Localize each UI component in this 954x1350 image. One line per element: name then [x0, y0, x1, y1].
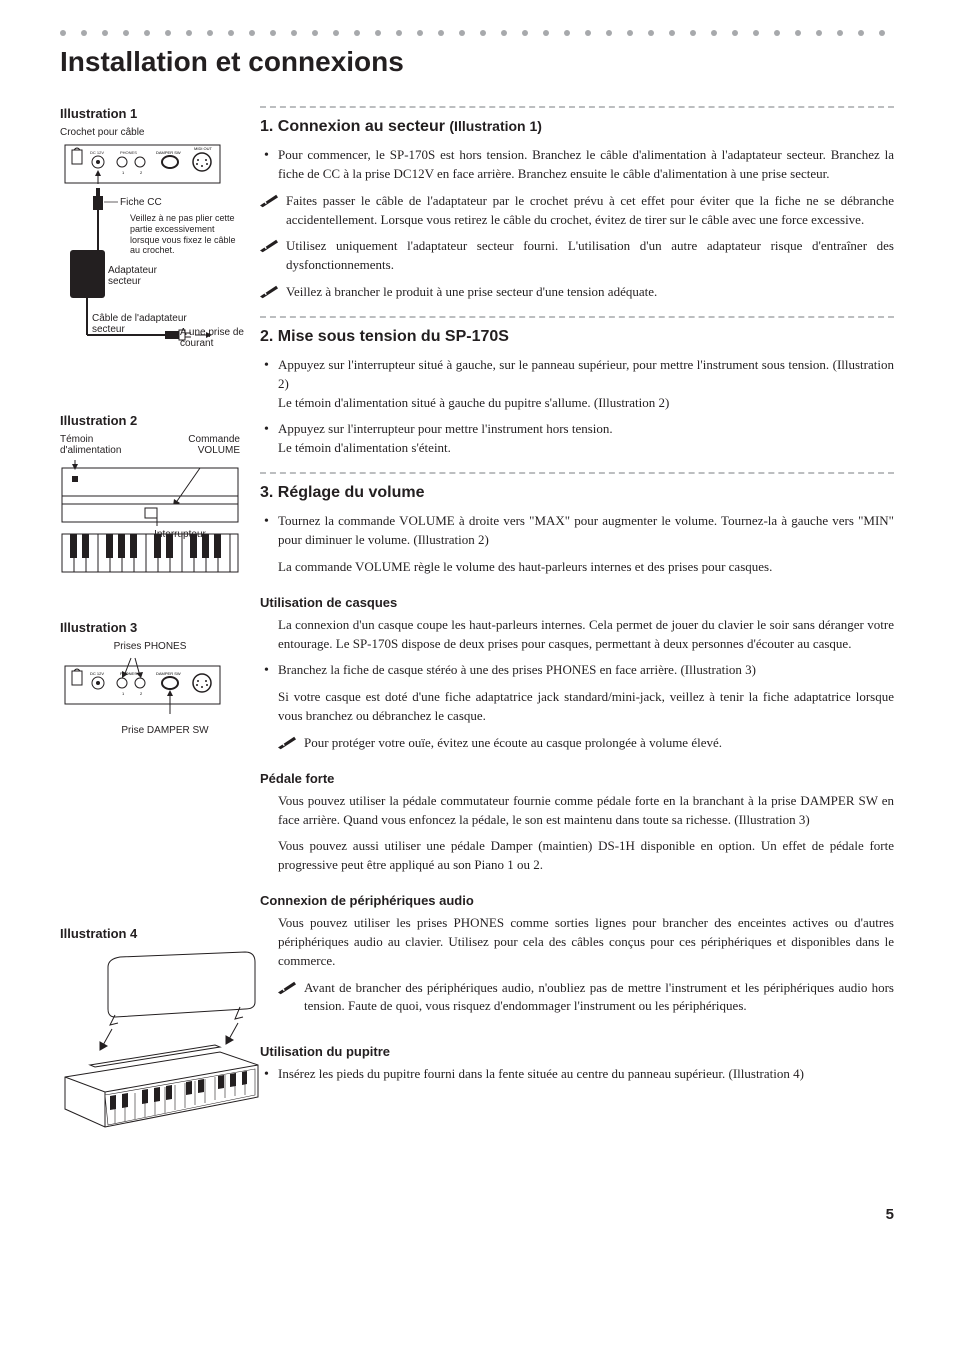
sub-headphones-p2: Si votre casque est doté d'une fiche ada…	[260, 688, 894, 726]
warning-icon	[260, 285, 278, 299]
warning-icon	[278, 736, 296, 750]
sub-audio-note-text: Avant de brancher des périphériques audi…	[304, 979, 894, 1017]
illustration-3-svg: DC 12V PHONES 12 DAMPER SW	[60, 652, 240, 722]
label-cable-hook: Crochet pour câble	[60, 127, 240, 138]
label-outlet: A une prise de courant	[180, 327, 250, 349]
section-2-heading: 2. Mise sous tension du SP-170S	[260, 328, 894, 346]
s1-note-3-text: Veillez à brancher le produit à une pris…	[286, 283, 894, 302]
label-phones-jacks: Prises PHONES	[60, 641, 240, 652]
illustration-2-svg: ♩ ♪	[60, 456, 240, 576]
illustration-2: Illustration 2 Témoin d'alimentation Com…	[60, 413, 240, 584]
illustration-3: Illustration 3 Prises PHONES DC 12V PHON…	[60, 620, 240, 736]
s2-bullet-2-text: Appuyez sur l'interrupteur pour mettre l…	[278, 421, 613, 436]
svg-text:PHONES: PHONES	[120, 150, 137, 155]
s2-bullet-2-cont: Le témoin d'alimentation s'éteint.	[278, 439, 894, 458]
sub-headphones-title: Utilisation de casques	[260, 595, 894, 610]
sub-damper-p1: Vous pouvez utiliser la pédale commutate…	[260, 792, 894, 830]
page-title: Installation et connexions	[60, 46, 894, 78]
sub-headphones-note: Pour protéger votre ouïe, évitez une éco…	[260, 734, 894, 753]
label-caution-bend: Veillez à ne pas plier cette partie exce…	[130, 213, 240, 256]
illustration-1: Illustration 1 Crochet pour câble DC 12V…	[60, 106, 240, 353]
svg-text:DC 12V: DC 12V	[90, 150, 104, 155]
label-volume-knob: Commande VOLUME	[170, 434, 240, 456]
sub-audio-title: Connexion de périphériques audio	[260, 893, 894, 908]
illustration-1-title: Illustration 1	[60, 106, 240, 121]
section-1-heading-text: 1. Connexion au secteur	[260, 118, 449, 135]
label-ac-adapter: Adaptateur secteur	[108, 265, 178, 287]
sub-headphones-note-text: Pour protéger votre ouïe, évitez une éco…	[304, 734, 894, 753]
svg-text:DAMPER SW: DAMPER SW	[156, 150, 181, 155]
s3-bullet-1: Tournez la commande VOLUME à droite vers…	[278, 512, 894, 550]
label-damper-jack: Prise DAMPER SW	[90, 725, 240, 736]
section-1-heading-sub: (Illustration 1)	[449, 118, 542, 134]
content-column: 1. Connexion au secteur (Illustration 1)…	[260, 106, 894, 1176]
svg-text:MIDI OUT: MIDI OUT	[194, 146, 213, 151]
sub-headphones-p1: La connexion d'un casque coupe les haut-…	[260, 616, 894, 654]
illustration-3-title: Illustration 3	[60, 620, 240, 635]
dashed-rule	[260, 106, 894, 108]
illustrations-column: Illustration 1 Crochet pour câble DC 12V…	[60, 106, 240, 1176]
s1-note-3: Veillez à brancher le produit à une pris…	[260, 283, 894, 302]
s2-bullet-1-text: Appuyez sur l'interrupteur situé à gauch…	[278, 357, 894, 391]
illustration-4-svg	[60, 947, 260, 1137]
illustration-4-title: Illustration 4	[60, 926, 240, 941]
s1-note-2: Utilisez uniquement l'adaptateur secteur…	[260, 237, 894, 275]
s1-note-2-text: Utilisez uniquement l'adaptateur secteur…	[286, 237, 894, 275]
sub-damper-p2: Vous pouvez aussi utiliser une pédale Da…	[260, 837, 894, 875]
warning-icon	[278, 981, 296, 995]
sub-stand-title: Utilisation du pupitre	[260, 1044, 894, 1059]
page-number: 5	[60, 1206, 894, 1223]
warning-icon	[260, 194, 278, 208]
s1-note-1: Faites passer le câble de l'adaptateur p…	[260, 192, 894, 230]
s1-note-1-text: Faites passer le câble de l'adaptateur p…	[286, 192, 894, 230]
s3-para-1: La commande VOLUME règle le volume des h…	[260, 558, 894, 577]
section-1-heading: 1. Connexion au secteur (Illustration 1)	[260, 118, 894, 136]
label-dc-plug: Fiche CC	[120, 197, 162, 208]
svg-text:DC 12V: DC 12V	[90, 671, 104, 676]
sub-damper-title: Pédale forte	[260, 771, 894, 786]
illustration-2-title: Illustration 2	[60, 413, 240, 428]
s2-bullet-2: Appuyez sur l'interrupteur pour mettre l…	[278, 420, 894, 458]
sub-headphones-b1: Branchez la fiche de casque stéréo à une…	[278, 661, 894, 680]
dashed-rule	[260, 316, 894, 318]
illustration-4: Illustration 4	[60, 926, 240, 1140]
dashed-rule	[260, 472, 894, 474]
sub-audio-p1: Vous pouvez utiliser les prises PHONES c…	[260, 914, 894, 971]
sub-stand-b1: Insérez les pieds du pupitre fourni dans…	[278, 1065, 894, 1084]
svg-text:DAMPER SW: DAMPER SW	[156, 671, 181, 676]
dotted-rule	[60, 30, 894, 38]
warning-icon	[260, 239, 278, 253]
s2-bullet-1-cont: Le témoin d'alimentation situé à gauche …	[278, 394, 894, 413]
section-3-heading: 3. Réglage du volume	[260, 484, 894, 502]
s1-bullet-1: Pour commencer, le SP-170S est hors tens…	[278, 146, 894, 184]
label-power-led: Témoin d'alimentation	[60, 434, 140, 456]
sub-audio-note: Avant de brancher des périphériques audi…	[260, 979, 894, 1017]
s2-bullet-1: Appuyez sur l'interrupteur situé à gauch…	[278, 356, 894, 413]
